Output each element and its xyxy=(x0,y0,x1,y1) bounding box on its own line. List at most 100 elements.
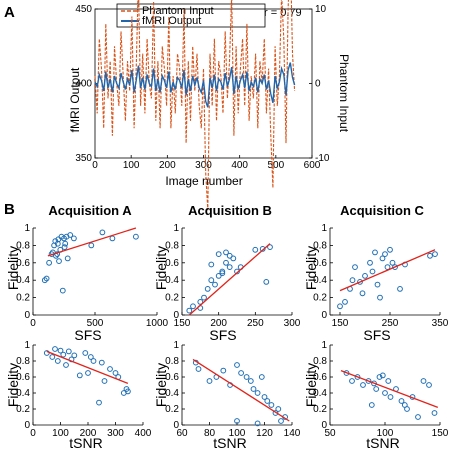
scatter-point xyxy=(43,275,50,282)
scatter-point xyxy=(133,233,139,240)
scatter-point xyxy=(247,378,254,384)
scatter-point xyxy=(62,240,69,247)
y-tick-label: 0 xyxy=(321,420,327,431)
scatter-point xyxy=(374,281,381,288)
scatter-point xyxy=(263,279,270,285)
y-tick-label: 0.6 xyxy=(16,258,30,269)
scatter-point xyxy=(254,420,261,427)
y-tick-label: 0.6 xyxy=(16,372,30,383)
y-tick-label: 0.8 xyxy=(16,356,30,367)
scatter-point xyxy=(71,235,77,242)
scatter-point xyxy=(264,398,271,404)
scatter-point xyxy=(362,273,368,279)
y-tick-label: 0.2 xyxy=(16,293,30,304)
scatter-point xyxy=(415,414,421,420)
scatter-point xyxy=(49,354,56,360)
scatter-point xyxy=(368,402,375,408)
scatter-point xyxy=(376,374,383,380)
x-tick-label: 200 xyxy=(80,428,97,439)
fit-line xyxy=(188,243,271,316)
scatter-point xyxy=(96,399,102,406)
scatter-point xyxy=(65,348,72,355)
scatter-point xyxy=(107,366,113,372)
scatter-point xyxy=(357,279,363,285)
x-tick-label: 250 xyxy=(247,318,264,329)
scatter-point xyxy=(379,255,386,262)
scatter-point xyxy=(392,264,398,271)
xlabel-acqB-tsnr: tSNR xyxy=(213,435,246,451)
x-tick-label: 100 xyxy=(52,428,69,439)
y-tick-label: 0.2 xyxy=(165,293,179,304)
panel-label-b: B xyxy=(4,201,15,218)
scatter-point xyxy=(377,294,383,301)
scatter-point xyxy=(234,418,240,424)
scatter-point xyxy=(46,259,52,266)
y-tick-label: 0 xyxy=(24,420,30,431)
y-tick-label: 1 xyxy=(24,340,30,351)
scatter-point xyxy=(365,378,372,384)
x-tick-label: 150 xyxy=(174,318,191,329)
y-tick-label: 0.6 xyxy=(165,258,179,269)
scatter-point xyxy=(85,370,91,376)
scatter-point xyxy=(360,382,366,388)
y-tick-label: 1 xyxy=(173,340,179,351)
scatter-point xyxy=(243,374,250,380)
fit-line xyxy=(47,227,137,257)
y-tick-label: 400 xyxy=(75,79,92,90)
x-tick-label: 80 xyxy=(204,428,216,439)
scatter-point xyxy=(404,406,410,412)
scatter-point xyxy=(367,259,373,266)
x-tick-label: 0 xyxy=(92,160,98,171)
x-tick-label: 400 xyxy=(135,428,152,439)
scatter-acqB-tsnr: tSNR Fidelity 60 80 100 120 140 0 0.2 0.4 0.6 0.8… xyxy=(153,340,301,451)
scatter-point xyxy=(387,394,394,400)
scatter-point xyxy=(342,299,348,305)
scatter-point xyxy=(212,281,218,288)
scatter-point xyxy=(259,246,266,252)
scatter-point xyxy=(52,346,58,352)
scatter-point xyxy=(337,303,343,310)
scatter-point xyxy=(186,307,193,314)
scatter-point xyxy=(426,382,432,388)
scatter-point xyxy=(223,259,229,266)
x-tick-label: 140 xyxy=(284,428,301,439)
scatter-point xyxy=(369,268,376,275)
x-tick-label: 350 xyxy=(432,318,449,329)
scatter-point xyxy=(252,246,259,253)
scatter-point xyxy=(219,270,226,277)
scatter-point xyxy=(382,390,388,396)
scatter-point xyxy=(208,277,215,284)
y-tick-label: 0.2 xyxy=(313,293,327,304)
xlabel-acqC-tsnr: tSNR xyxy=(366,435,399,451)
title-acquisition-b: Acquisition B xyxy=(188,203,272,218)
scatter-point xyxy=(59,287,66,294)
scatter-point xyxy=(87,354,94,360)
x-tick-label: 300 xyxy=(195,160,212,171)
y2label-a: Phantom Input xyxy=(337,54,351,133)
scatter-point xyxy=(61,244,68,251)
xlabel-acqB-sfs: SFS xyxy=(209,327,236,343)
x-tick-label: 300 xyxy=(107,428,124,439)
y-tick-label: 0.6 xyxy=(165,372,179,383)
scatter-point xyxy=(223,249,229,256)
y-tick-label: 0.4 xyxy=(313,388,327,399)
scatter-point xyxy=(379,372,386,379)
fit-line xyxy=(339,249,436,292)
x-tick-label: 1000 xyxy=(146,318,169,329)
xlabel-acqA-sfs: SFS xyxy=(74,327,101,343)
scatter-point xyxy=(76,372,83,379)
scatter-point xyxy=(220,367,227,374)
x-tick-label: 0 xyxy=(30,318,36,329)
scatter-point xyxy=(278,418,284,424)
scatter-point xyxy=(190,303,196,310)
scatter-point xyxy=(261,394,268,400)
scatter-point xyxy=(82,350,89,356)
scatter-point xyxy=(258,374,265,380)
scatter-point xyxy=(427,252,433,259)
y-tick-label: 0 xyxy=(173,310,179,321)
scatter-point xyxy=(201,294,207,301)
scatter-point xyxy=(219,268,226,275)
y-tick-label: 1 xyxy=(321,340,327,351)
scatter-point xyxy=(195,366,202,372)
